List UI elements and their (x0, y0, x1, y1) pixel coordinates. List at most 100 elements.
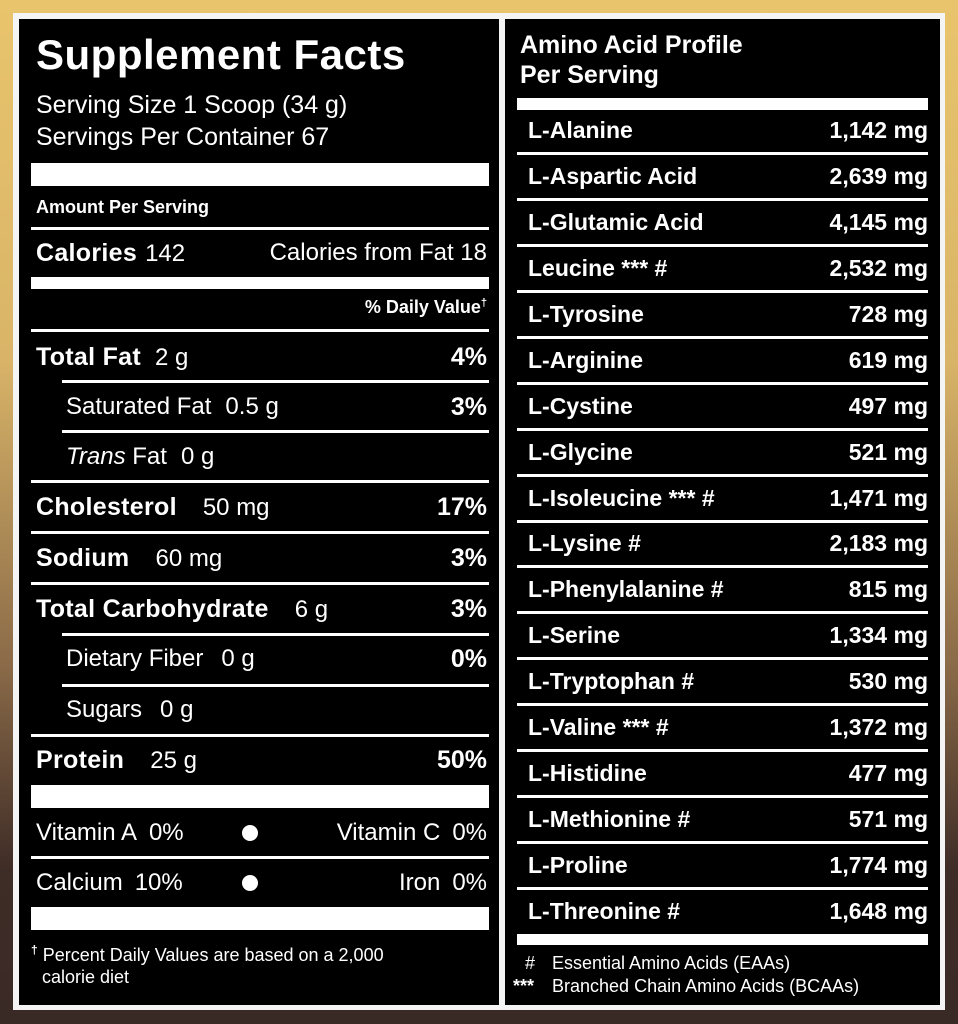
divider-bar (517, 934, 928, 945)
divider-line (517, 749, 928, 753)
divider-bar (31, 785, 489, 808)
divider-line (62, 684, 489, 687)
divider-line (517, 887, 928, 891)
amino-name: L-Serine (528, 622, 621, 649)
nutrient-row-sodium: Sodium 60 mg (36, 544, 222, 573)
nutrient-label: Cholesterol (36, 493, 177, 521)
footnote: † Percent Daily Values are based on a 2,… (31, 943, 384, 966)
amino-row: L-Lysine # 2,183 mg (528, 530, 928, 557)
divider-line (517, 197, 928, 201)
legend-text: Branched Chain Amino Acids (BCAAs) (552, 976, 860, 996)
amino-row: L-Cystine 497 mg (528, 393, 928, 420)
iron: Iron 0% (399, 869, 487, 897)
nutrient-dv: 3% (450, 595, 487, 623)
divider-line (517, 243, 928, 247)
nutrient-amount: 0 g (160, 696, 194, 723)
vitamin-value: 0% (452, 819, 487, 846)
nutrient-amount: 0 g (180, 443, 215, 470)
amino-row: L-Tryptophan # 530 mg (528, 668, 928, 695)
amino-value: 815 mg (848, 576, 928, 603)
amino-row: L-Methionine # 571 mg (528, 806, 928, 833)
divider-line (31, 531, 489, 534)
amino-value: 1,372 mg (829, 714, 928, 741)
amino-name: L-Threonine # (528, 897, 681, 924)
bullet-dot (242, 875, 258, 891)
divider-bar (517, 98, 928, 110)
divider-line (517, 611, 928, 615)
amino-name: L-Tryptophan # (528, 668, 695, 695)
divider-line (31, 480, 489, 483)
divider-bar (31, 163, 489, 186)
amino-row: L-Tyrosine 728 mg (528, 301, 928, 328)
legend-symbol: # (525, 953, 536, 973)
amino-name: Leucine *** # (528, 254, 668, 281)
nutrient-row-total-fat: Total Fat 2 g (36, 343, 188, 372)
amino-name: L-Proline (528, 852, 628, 879)
nutrient-dv: 4% (450, 343, 487, 371)
amino-value: 1,334 mg (829, 622, 928, 649)
nutrient-amount: 2 g (155, 344, 189, 371)
divider-bar (31, 907, 489, 930)
divider-line (31, 582, 489, 585)
amino-row: L-Histidine 477 mg (528, 760, 928, 787)
nutrient-amount: 0.5 g (225, 393, 279, 420)
divider-line (517, 473, 928, 477)
nutrient-amount: 6 g (294, 596, 329, 623)
amino-name: L-Valine *** # (528, 714, 669, 741)
nutrient-label: Sodium (36, 544, 130, 572)
amino-row: L-Alanine 1,142 mg (528, 117, 928, 144)
nutrient-row-trans-fat: Trans Fat 0 g (66, 443, 214, 471)
daily-value-header: % Daily Value† (365, 297, 487, 318)
nutrient-label: Saturated Fat (66, 393, 212, 420)
amino-value: 4,145 mg (829, 208, 928, 235)
vitamin-label: Calcium (36, 869, 123, 896)
nutrient-label: Fat (132, 443, 167, 470)
amino-value: 2,183 mg (829, 530, 928, 557)
calories-value: 142 (145, 240, 186, 267)
amino-name: L-Lysine # (528, 530, 641, 557)
supplement-facts-panel: Supplement Facts Serving Size 1 Scoop (3… (19, 19, 499, 1005)
nutrient-row-protein: Protein 25 g (36, 746, 197, 775)
divider-line (62, 430, 489, 433)
nutrient-label: Total Fat (36, 343, 142, 371)
amino-row: L-Phenylalanine # 815 mg (528, 576, 928, 603)
divider-line (62, 380, 489, 383)
nutrient-row-cholesterol: Cholesterol 50 mg (36, 493, 270, 522)
divider-line (517, 519, 928, 523)
divider-line (517, 289, 928, 293)
amino-name: L-Arginine (528, 346, 643, 373)
amount-per-serving: Amount Per Serving (36, 197, 210, 217)
amino-title-line-1: Amino Acid Profile (520, 31, 743, 59)
amino-name: L-Aspartic Acid (528, 162, 698, 189)
nutrient-amount: 50 mg (202, 494, 270, 521)
divider-line (517, 427, 928, 431)
amino-name: L-Alanine (528, 117, 633, 143)
amino-value: 2,639 mg (829, 162, 928, 189)
dagger-mark: † (480, 297, 487, 309)
amino-name: L-Methionine # (528, 806, 691, 833)
divider-line (31, 227, 489, 230)
amino-value: 1,142 mg (829, 117, 928, 143)
amino-row: L-Glutamic Acid 4,145 mg (528, 209, 928, 236)
servings-per-container: Servings Per Container 67 (36, 123, 330, 151)
daily-value-label: % Daily Value (364, 297, 481, 317)
amino-name: L-Glutamic Acid (528, 208, 704, 235)
nutrient-dv: 3% (450, 544, 487, 572)
amino-value: 477 mg (848, 760, 928, 787)
amino-row: L-Arginine 619 mg (528, 347, 928, 374)
nutrient-row-sugars: Sugars 0 g (66, 696, 193, 724)
divider-line (31, 856, 489, 859)
amino-row: L-Aspartic Acid 2,639 mg (528, 163, 928, 190)
vitamin-a: Vitamin A 0% (36, 819, 184, 847)
amino-row: L-Isoleucine *** # 1,471 mg (528, 485, 928, 512)
amino-value: 728 mg (848, 300, 928, 327)
divider-line (62, 633, 489, 636)
nutrient-row-dietary-fiber: Dietary Fiber 0 g (66, 645, 255, 673)
nutrient-dv: 17% (436, 493, 487, 521)
vitamin-label: Iron (398, 869, 441, 896)
amino-value: 521 mg (848, 438, 928, 465)
legend-symbol: *** (513, 976, 535, 996)
nutrient-label-italic: Trans (66, 443, 126, 470)
vitamin-label: Vitamin C (336, 819, 441, 846)
vitamin-c: Vitamin C 0% (337, 819, 487, 847)
